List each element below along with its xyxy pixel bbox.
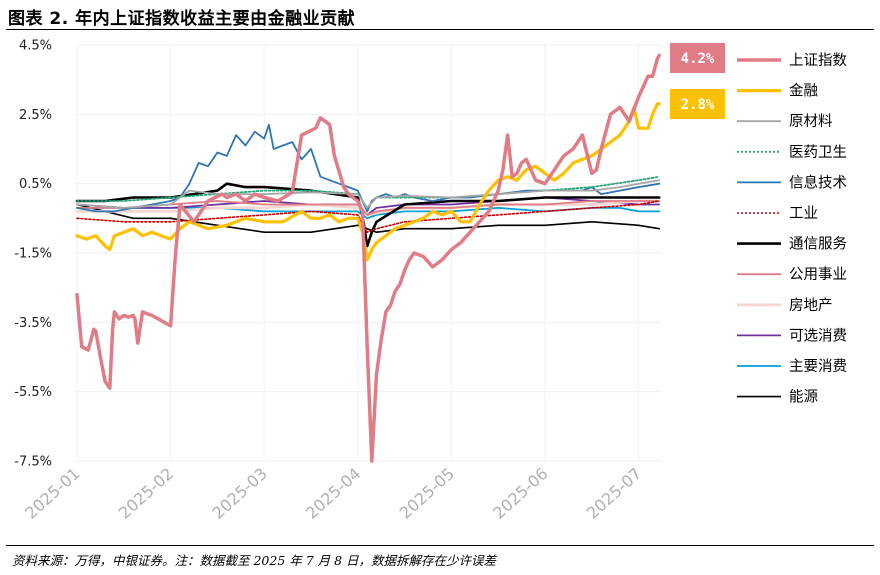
legend-label: 医药卫生 bbox=[789, 144, 847, 161]
value-badge bbox=[670, 43, 725, 73]
source-note: 资料来源：万得，中银证券。注：数据截至 2025 年 7 月 8 日，数据拆解存… bbox=[12, 553, 497, 568]
y-axis-ticks: 4.5% 2.5% 0.5% -1.5% -3.5% -5.5% -7.5% bbox=[14, 39, 52, 470]
series-line bbox=[76, 123, 661, 213]
y-tick-label: 2.5% bbox=[19, 108, 52, 123]
x-tick-label: 2025-02 bbox=[115, 464, 177, 523]
series-line bbox=[76, 200, 661, 216]
y-tick-label: -1.5% bbox=[14, 247, 52, 262]
legend-label: 房地产 bbox=[789, 297, 833, 314]
x-axis-ticks: 2025-01 2025-02 2025-03 2025-04 2025-05 2025-… bbox=[21, 464, 645, 523]
legend-label: 主要消费 bbox=[789, 358, 847, 375]
series-lines bbox=[75, 53, 661, 463]
x-tick-label: 2025-04 bbox=[302, 464, 364, 523]
x-tick-label: 2025-06 bbox=[489, 464, 551, 523]
legend-label: 信息技术 bbox=[789, 174, 847, 191]
legend-label: 金融 bbox=[789, 83, 818, 100]
legend-label: 上证指数 bbox=[789, 52, 847, 69]
y-tick-label: 4.5% bbox=[19, 39, 52, 54]
x-tick-label: 2025-05 bbox=[396, 464, 458, 523]
legend-label: 通信服务 bbox=[789, 236, 847, 253]
x-tick-label: 2025-01 bbox=[21, 464, 83, 523]
series-line bbox=[76, 179, 661, 209]
top-rule bbox=[6, 29, 874, 30]
value-badge bbox=[670, 89, 725, 119]
value-badge-label: 4.2% bbox=[681, 51, 715, 67]
y-tick-label: -3.5% bbox=[14, 316, 52, 331]
line-chart: 4.5% 2.5% 0.5% -1.5% -3.5% -5.5% -7.5% 2025-01… bbox=[14, 39, 847, 523]
value-badge-label: 2.8% bbox=[681, 97, 715, 113]
series-line bbox=[76, 203, 660, 233]
y-tick-label: 0.5% bbox=[19, 177, 52, 192]
figure-title: 图表 2. 年内上证指数收益主要由金融业贡献 bbox=[8, 9, 356, 29]
legend-label: 公用事业 bbox=[789, 266, 847, 283]
legend-label: 能源 bbox=[789, 389, 818, 406]
x-tick-label: 2025-07 bbox=[583, 464, 645, 523]
series-line bbox=[75, 53, 661, 463]
series-line bbox=[76, 196, 661, 216]
y-tick-label: -7.5% bbox=[14, 455, 52, 470]
legend-label: 原材料 bbox=[789, 113, 833, 130]
series-line bbox=[75, 102, 661, 262]
legend-label: 工业 bbox=[789, 205, 818, 222]
x-tick-label: 2025-03 bbox=[208, 464, 270, 523]
legend-label: 可选消费 bbox=[789, 327, 847, 344]
y-tick-label: -5.5% bbox=[14, 385, 52, 400]
end-value-badges: 4.2% 2.8% bbox=[670, 43, 725, 119]
bottom-rule bbox=[6, 545, 874, 546]
